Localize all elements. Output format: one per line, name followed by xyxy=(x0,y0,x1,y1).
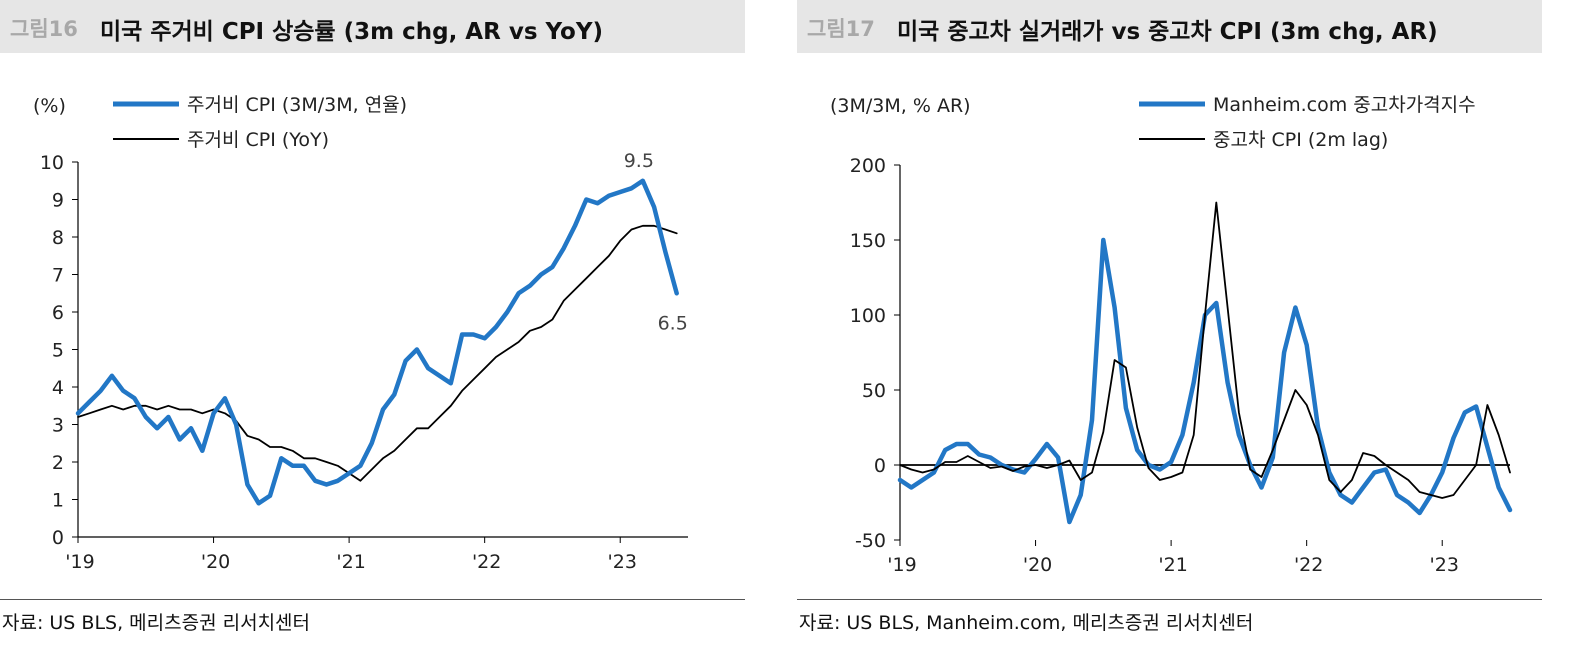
figure-number: 그림17 xyxy=(807,17,875,41)
chart-title: 미국 주거비 CPI 상승률 (3m chg, AR vs YoY) xyxy=(100,19,604,45)
y-tick-label: 0 xyxy=(52,527,64,549)
y-tick-label: 5 xyxy=(52,340,64,362)
data-annotation: 9.5 xyxy=(624,150,654,172)
y-tick-label: 8 xyxy=(52,227,64,249)
y-tick-label: 0 xyxy=(874,455,886,477)
y-tick-label: 6 xyxy=(52,302,64,324)
y-tick-label: 200 xyxy=(850,155,886,177)
y-tick-label: 3 xyxy=(52,415,64,437)
y-tick-label: 9 xyxy=(52,190,64,212)
x-tick-label: '20 xyxy=(1023,554,1052,576)
x-tick-label: '23 xyxy=(608,551,637,573)
x-tick-label: '19 xyxy=(887,554,916,576)
y-tick-label: 2 xyxy=(52,452,64,474)
x-tick-label: '20 xyxy=(201,551,230,573)
figure-number: 그림16 xyxy=(10,17,78,41)
series-line-2 xyxy=(899,201,1511,499)
y-unit-label: (3M/3M, % AR) xyxy=(830,95,971,117)
title-bar: 그림17 미국 중고차 실거래가 vs 중고차 CPI (3m chg, AR) xyxy=(797,0,1542,53)
y-tick-label: 1 xyxy=(52,490,64,512)
series-line-1 xyxy=(897,237,1513,525)
y-tick-label: 7 xyxy=(52,265,64,287)
data-annotation: 6.5 xyxy=(658,312,688,334)
legend-label-2: 중고차 CPI (2m lag) xyxy=(1213,129,1388,151)
y-tick-label: 4 xyxy=(52,377,64,399)
y-tick-label: -50 xyxy=(855,530,886,552)
y-tick-label: 50 xyxy=(862,380,886,402)
x-tick-label: '22 xyxy=(472,551,501,573)
used-car-cpi-chart: (3M/3M, % AR) -50 0 50 100 150 200 '19 '20 '21 '22… xyxy=(830,94,1513,576)
x-tick-label: '21 xyxy=(336,551,365,573)
x-tick-label: '23 xyxy=(1430,554,1459,576)
y-tick-label: 100 xyxy=(850,305,886,327)
chart-panel-housing-cpi: 그림16 미국 주거비 CPI 상승률 (3m chg, AR vs YoY) … xyxy=(0,0,760,647)
x-tick-label: '21 xyxy=(1158,554,1187,576)
y-tick-label: 150 xyxy=(850,230,886,252)
x-tick-label: '22 xyxy=(1294,554,1323,576)
series-line-2 xyxy=(77,224,678,482)
source-note: 자료: US BLS, 메리츠증권 리서치센터 xyxy=(2,612,311,634)
source-divider xyxy=(0,599,745,600)
source-note: 자료: US BLS, Manheim.com, 메리츠증권 리서치센터 xyxy=(799,612,1254,634)
legend-label-1: Manheim.com 중고차가격지수 xyxy=(1213,94,1476,116)
housing-cpi-chart: (%) 0 1 2 3 4 5 6 7 8 9 10 '19 '20 '21 '22 '23 주거비 CPI (3… xyxy=(33,94,688,573)
legend-label-2: 주거비 CPI (YoY) xyxy=(187,129,329,151)
y-tick-label: 10 xyxy=(40,152,64,174)
x-tick-label: '19 xyxy=(65,551,94,573)
source-divider xyxy=(797,599,1542,600)
y-unit-label: (%) xyxy=(33,95,66,117)
legend-label-1: 주거비 CPI (3M/3M, 연율) xyxy=(187,94,407,116)
chart-panel-used-car-cpi: 그림17 미국 중고차 실거래가 vs 중고차 CPI (3m chg, AR)… xyxy=(797,0,1557,647)
series-line-1 xyxy=(75,178,679,506)
title-bar: 그림16 미국 주거비 CPI 상승률 (3m chg, AR vs YoY) xyxy=(0,0,745,53)
chart-title: 미국 중고차 실거래가 vs 중고차 CPI (3m chg, AR) xyxy=(897,19,1438,45)
